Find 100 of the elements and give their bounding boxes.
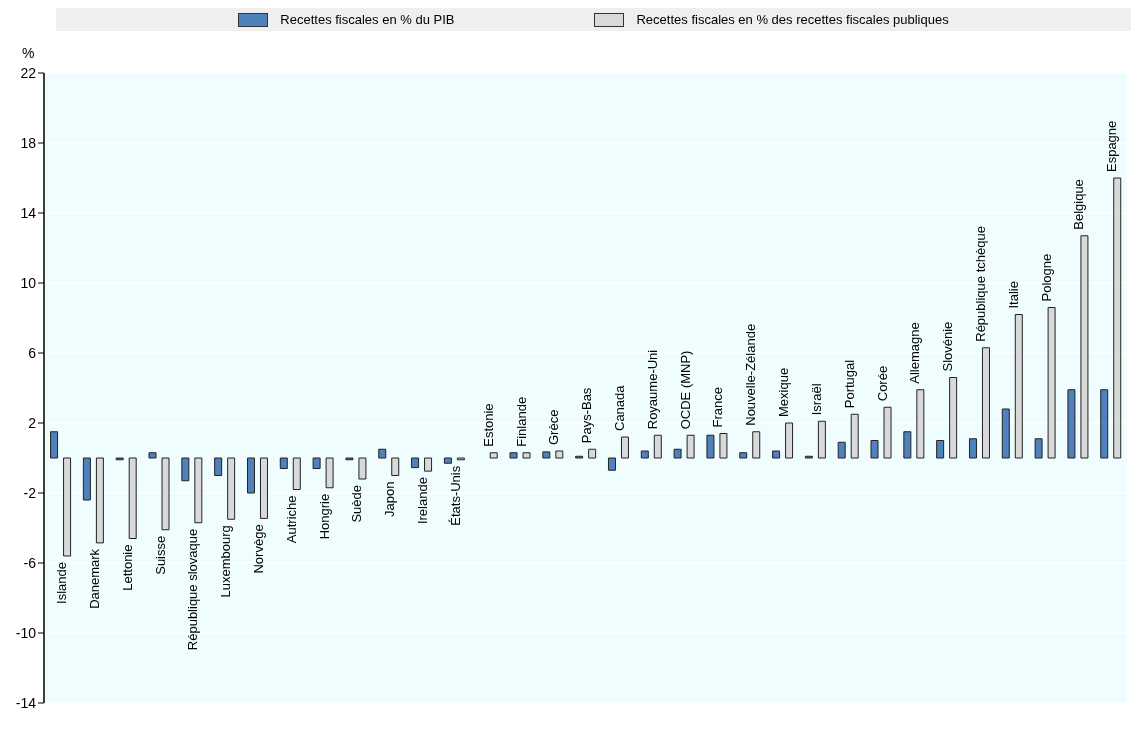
bar: [82, 457, 91, 501]
bar: [1047, 307, 1056, 459]
bar: [620, 436, 629, 459]
bar: [95, 457, 104, 544]
bar: [50, 431, 59, 459]
legend-label: Recettes fiscales en % des recettes fiscales publiques: [636, 12, 949, 27]
x-tick-label: Pologne: [1038, 253, 1054, 302]
bar: [949, 377, 958, 459]
bar: [1014, 314, 1023, 459]
bar: [128, 457, 137, 539]
bar: [1067, 389, 1076, 459]
x-tick-label: Norvège: [250, 524, 266, 574]
x-tick-label: République tchèque: [972, 226, 988, 342]
bar: [870, 440, 879, 459]
x-tick-label: Hongrie: [316, 493, 332, 540]
bar: [555, 450, 564, 459]
bar: [817, 420, 826, 459]
bar: [772, 450, 781, 459]
y-axis-title: %: [22, 45, 35, 61]
bar: [181, 457, 190, 482]
y-tick-label: 14: [20, 204, 37, 221]
x-tick-label: Japon: [382, 481, 398, 517]
bar: [522, 452, 531, 459]
bar: [719, 433, 728, 459]
x-tick-label: Finlande: [513, 396, 529, 447]
bar: [706, 434, 715, 459]
y-tick-label: 6: [28, 344, 37, 361]
bar: [148, 452, 157, 459]
bar: [1100, 389, 1109, 459]
x-tick-label: Mexique: [776, 367, 792, 417]
bar: [424, 457, 433, 472]
bar: [227, 457, 236, 520]
bar: [312, 457, 321, 469]
bar: [391, 457, 400, 476]
bar: [640, 450, 649, 459]
bar: [63, 457, 72, 557]
y-tick-label: -14: [15, 694, 37, 711]
x-tick-label: Allemagne: [907, 322, 923, 384]
x-tick-label: Espagne: [1104, 120, 1120, 172]
bar: [936, 440, 945, 459]
bar: [607, 457, 616, 471]
y-tick-label: -2: [23, 484, 37, 501]
y-tick-label: -10: [15, 624, 37, 641]
bar: [903, 431, 912, 459]
bar: [1080, 235, 1089, 459]
bar: [443, 457, 452, 464]
bar: [739, 452, 748, 459]
x-tick-label: Irelande: [415, 477, 431, 525]
x-tick-label: Canada: [611, 384, 627, 431]
bar: [686, 434, 695, 459]
bar: [378, 448, 387, 459]
bar: [509, 452, 518, 459]
x-tick-label: Royaume-Uni: [644, 349, 660, 430]
bar: [259, 457, 268, 519]
x-tick-label: États-Unis: [447, 465, 463, 526]
y-tick-label: 18: [20, 134, 37, 151]
bar: [1034, 438, 1043, 459]
bar: [673, 448, 682, 459]
x-tick-label: OCDE (MNP): [677, 350, 693, 430]
bar: [1113, 177, 1122, 459]
bar: [542, 451, 551, 459]
bar: [358, 457, 367, 480]
bar: [850, 413, 859, 459]
x-tick-label: Portugal: [841, 359, 857, 409]
bar: [916, 389, 925, 459]
y-tick-label: 2: [28, 414, 37, 431]
x-tick-label: Nouvelle-Zélande: [743, 323, 759, 426]
bar: [883, 406, 892, 459]
bar: [161, 457, 170, 531]
bar: [489, 452, 498, 459]
x-tick-label: Slovénie: [940, 321, 956, 372]
x-tick-label: Israël: [808, 383, 824, 416]
bar: [785, 422, 794, 459]
x-tick-label: Luxembourg: [218, 525, 234, 598]
bar: [194, 457, 203, 524]
x-tick-label: Suisse: [152, 535, 168, 575]
y-tick-label: -6: [23, 554, 37, 571]
bar: [588, 448, 597, 459]
x-tick-label: Belgique: [1071, 179, 1087, 230]
bar: [411, 457, 420, 469]
bar: [752, 431, 761, 459]
x-tick-label: Danemark: [86, 548, 102, 609]
bar: [292, 457, 301, 490]
bar: [1001, 408, 1010, 459]
bar: [837, 441, 846, 459]
x-tick-label: Grèce: [546, 409, 562, 445]
bar: [981, 347, 990, 459]
bar: [653, 434, 662, 459]
x-tick-label: Pays-Bas: [579, 387, 595, 444]
x-tick-label: France: [710, 387, 726, 428]
legend-label: Recettes fiscales en % du PIB: [280, 12, 455, 27]
bar: [968, 438, 977, 459]
x-tick-label: Lettonie: [119, 544, 135, 591]
x-tick-label: Estonie: [480, 403, 496, 447]
bar: [214, 457, 223, 476]
x-tick-label: Autriche: [283, 495, 299, 544]
y-tick-label: 10: [20, 274, 37, 291]
x-tick-label: Islande: [54, 562, 70, 604]
x-tick-label: Corée: [874, 365, 890, 402]
bar: [246, 457, 255, 494]
